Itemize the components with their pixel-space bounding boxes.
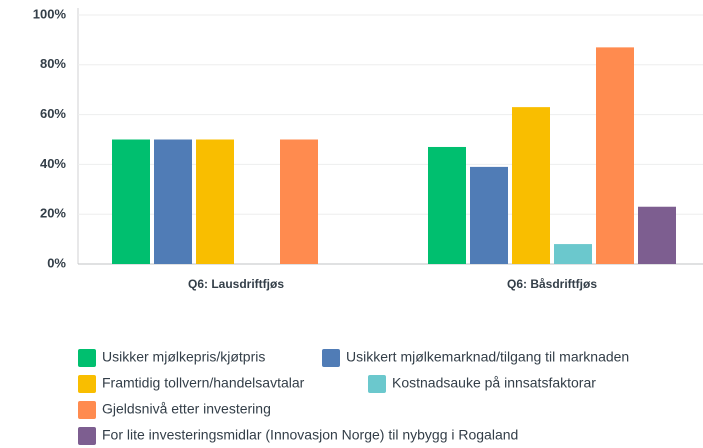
legend-label: Usikker mjølkepris/kjøtpris [102,349,265,365]
bar [512,107,550,264]
legend-swatch [78,427,96,445]
y-tick-label: 0% [47,255,66,270]
legend-swatch [368,375,386,393]
bar [554,244,592,264]
legend-label: For lite investeringsmidlar (Innovasjon … [102,427,518,443]
bar [154,139,192,264]
legend-swatch [78,375,96,393]
bar [638,206,676,264]
bar [112,139,150,264]
bar [196,139,234,264]
legend-swatch [78,349,96,367]
y-tick-label: 100% [33,6,67,21]
x-tick-label: Q6: Lausdriftfjøs [188,277,284,291]
legend-swatch [322,349,340,367]
y-tick-label: 60% [40,106,66,121]
x-tick-label: Q6: Båsdriftfjøs [507,277,597,291]
legend-label: Usikkert mjølkemarknad/tilgang til markn… [346,349,629,365]
bar [596,47,634,265]
y-tick-label: 20% [40,206,66,221]
y-tick-label: 80% [40,56,66,71]
legend-swatch [78,401,96,419]
bar [280,139,318,264]
bar [428,146,466,264]
y-tick-label: 40% [40,156,66,171]
legend-label: Gjeldsnivå etter investering [102,401,271,417]
legend-label: Framtidig tollvern/handelsavtalar [102,375,305,391]
legend-label: Kostnadsauke på innsatsfaktorar [392,375,596,391]
bar [470,166,508,264]
